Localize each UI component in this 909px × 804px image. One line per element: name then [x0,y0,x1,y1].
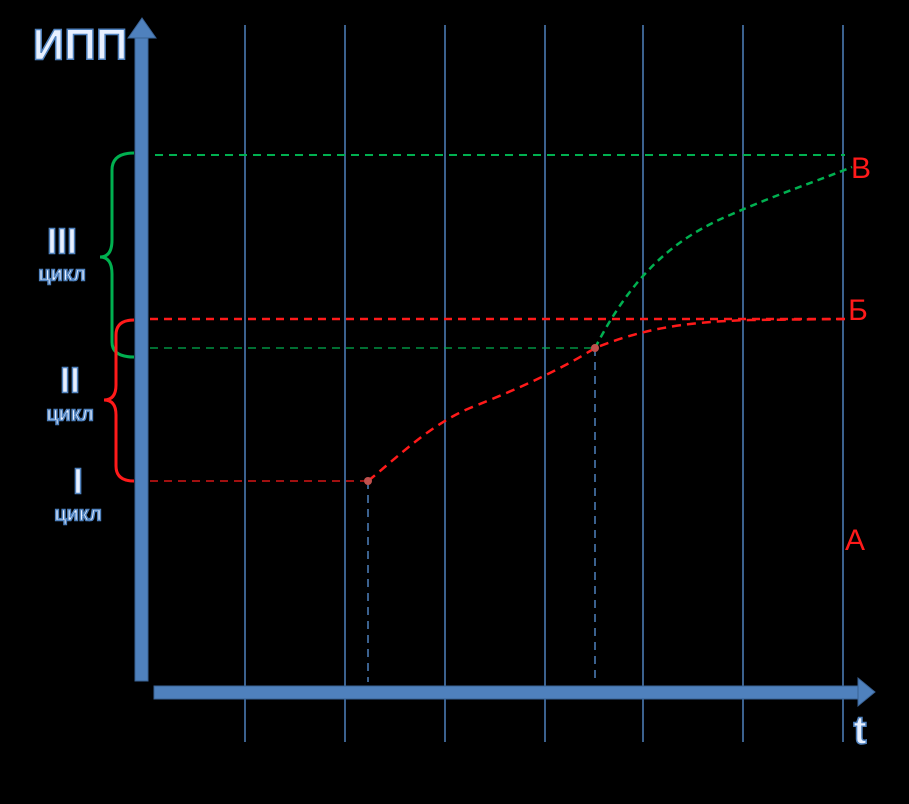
brace-green [99,151,135,359]
cycle-word: цикл [54,503,102,525]
cycle-word: цикл [38,263,86,285]
level-label: В [851,152,871,185]
cycle-number: II [60,360,80,401]
level-label: Б [848,294,868,327]
red-curve [367,317,846,482]
cycle-number: III [47,221,77,262]
level-label: А [845,524,865,557]
axes [127,17,876,708]
grid [244,25,844,742]
brace-red [103,318,135,483]
cycle-word: цикл [46,403,94,425]
point [591,344,599,352]
point [364,477,372,485]
cycle-number: I [73,461,83,502]
x-axis-label: t [853,709,866,753]
y-axis-label: ИПП [33,21,128,70]
guides [150,154,845,682]
